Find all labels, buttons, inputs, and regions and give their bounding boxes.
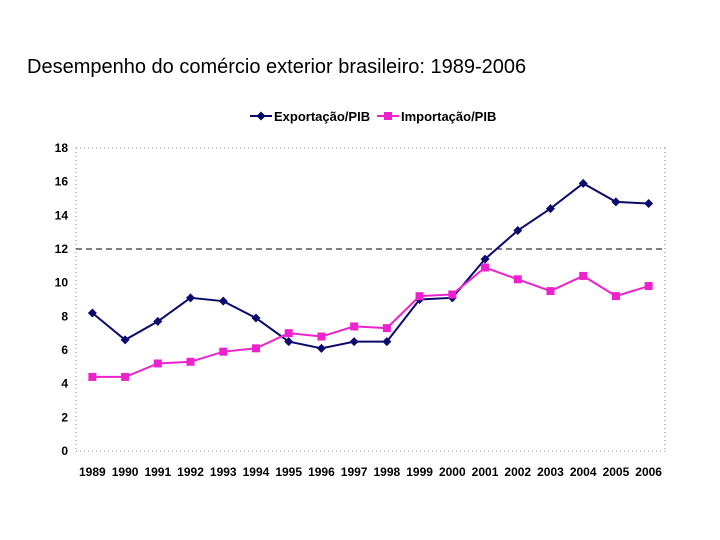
data-point — [382, 337, 392, 347]
x-tick-label: 2006 — [635, 465, 662, 479]
data-point — [546, 287, 555, 296]
data-point — [87, 308, 97, 318]
plot-area — [75, 147, 666, 452]
y-tick-label: 10 — [55, 276, 69, 290]
x-tick-label: 1989 — [79, 465, 106, 479]
x-axis: 1989 1990 1991 1992 1993 1994 1995 1996 1997 1998… — [79, 465, 662, 479]
legend-label: Importação/PIB — [401, 109, 496, 124]
data-point — [513, 275, 522, 284]
data-point — [415, 292, 424, 301]
legend-label: Exportação/PIB — [274, 109, 370, 124]
data-point — [513, 225, 523, 235]
legend: Exportação/PIB Importação/PIB — [250, 109, 496, 124]
page-title: Desempenho do comércio exterior brasilei… — [27, 56, 527, 78]
y-axis: 0 2 4 6 8 10 12 14 16 18 — [55, 141, 69, 458]
data-point — [480, 254, 490, 264]
legend-item: Exportação/PIB — [250, 109, 370, 124]
data-point — [251, 313, 261, 323]
x-tick-label: 1993 — [210, 465, 237, 479]
x-tick-label: 1997 — [341, 465, 368, 479]
x-tick-label: 2004 — [570, 465, 597, 479]
data-point — [284, 337, 294, 347]
y-tick-label: 16 — [55, 175, 69, 189]
x-tick-label: 1995 — [275, 465, 302, 479]
x-tick-label: 1991 — [144, 465, 171, 479]
data-point — [448, 290, 457, 299]
x-tick-label: 1990 — [112, 465, 139, 479]
y-tick-label: 18 — [55, 141, 69, 155]
x-tick-label: 2001 — [472, 465, 499, 479]
data-point — [611, 197, 621, 207]
data-point — [579, 271, 588, 280]
data-point — [317, 332, 326, 341]
series-layer — [87, 178, 654, 381]
data-point — [120, 335, 130, 345]
legend-marker — [256, 111, 266, 121]
data-point — [382, 324, 391, 333]
data-point — [153, 316, 163, 326]
data-point — [644, 199, 654, 209]
data-point — [578, 178, 588, 188]
x-tick-label: 1994 — [243, 465, 270, 479]
y-tick-label: 14 — [55, 208, 69, 222]
y-tick-label: 12 — [55, 242, 69, 256]
legend-item: Importação/PIB — [377, 109, 496, 124]
y-tick-label: 8 — [61, 309, 68, 323]
data-point — [644, 282, 653, 291]
data-point — [545, 204, 555, 214]
data-point — [153, 359, 162, 368]
data-point — [349, 337, 359, 347]
data-point — [186, 357, 195, 366]
y-tick-label: 2 — [61, 410, 68, 424]
series-importacao — [88, 263, 653, 381]
data-point — [218, 296, 228, 306]
y-tick-label: 4 — [61, 377, 68, 391]
x-tick-label: 2005 — [603, 465, 630, 479]
y-tick-label: 0 — [61, 444, 68, 458]
data-point — [611, 292, 620, 301]
data-point — [121, 372, 130, 381]
data-point — [219, 347, 228, 356]
x-tick-label: 2000 — [439, 465, 466, 479]
data-point — [186, 293, 196, 303]
series-line — [92, 266, 649, 378]
x-tick-label: 1998 — [374, 465, 401, 479]
x-tick-label: 1996 — [308, 465, 335, 479]
data-point — [251, 344, 260, 353]
data-point — [481, 263, 490, 272]
x-tick-label: 2003 — [537, 465, 564, 479]
data-point — [284, 329, 293, 338]
data-point — [350, 322, 359, 331]
legend-marker — [384, 112, 392, 120]
x-tick-label: 1992 — [177, 465, 204, 479]
data-point — [88, 372, 97, 381]
y-tick-label: 6 — [61, 343, 68, 357]
data-point — [316, 343, 326, 353]
series-line — [91, 182, 649, 350]
x-tick-label: 2002 — [504, 465, 531, 479]
x-tick-label: 1999 — [406, 465, 433, 479]
